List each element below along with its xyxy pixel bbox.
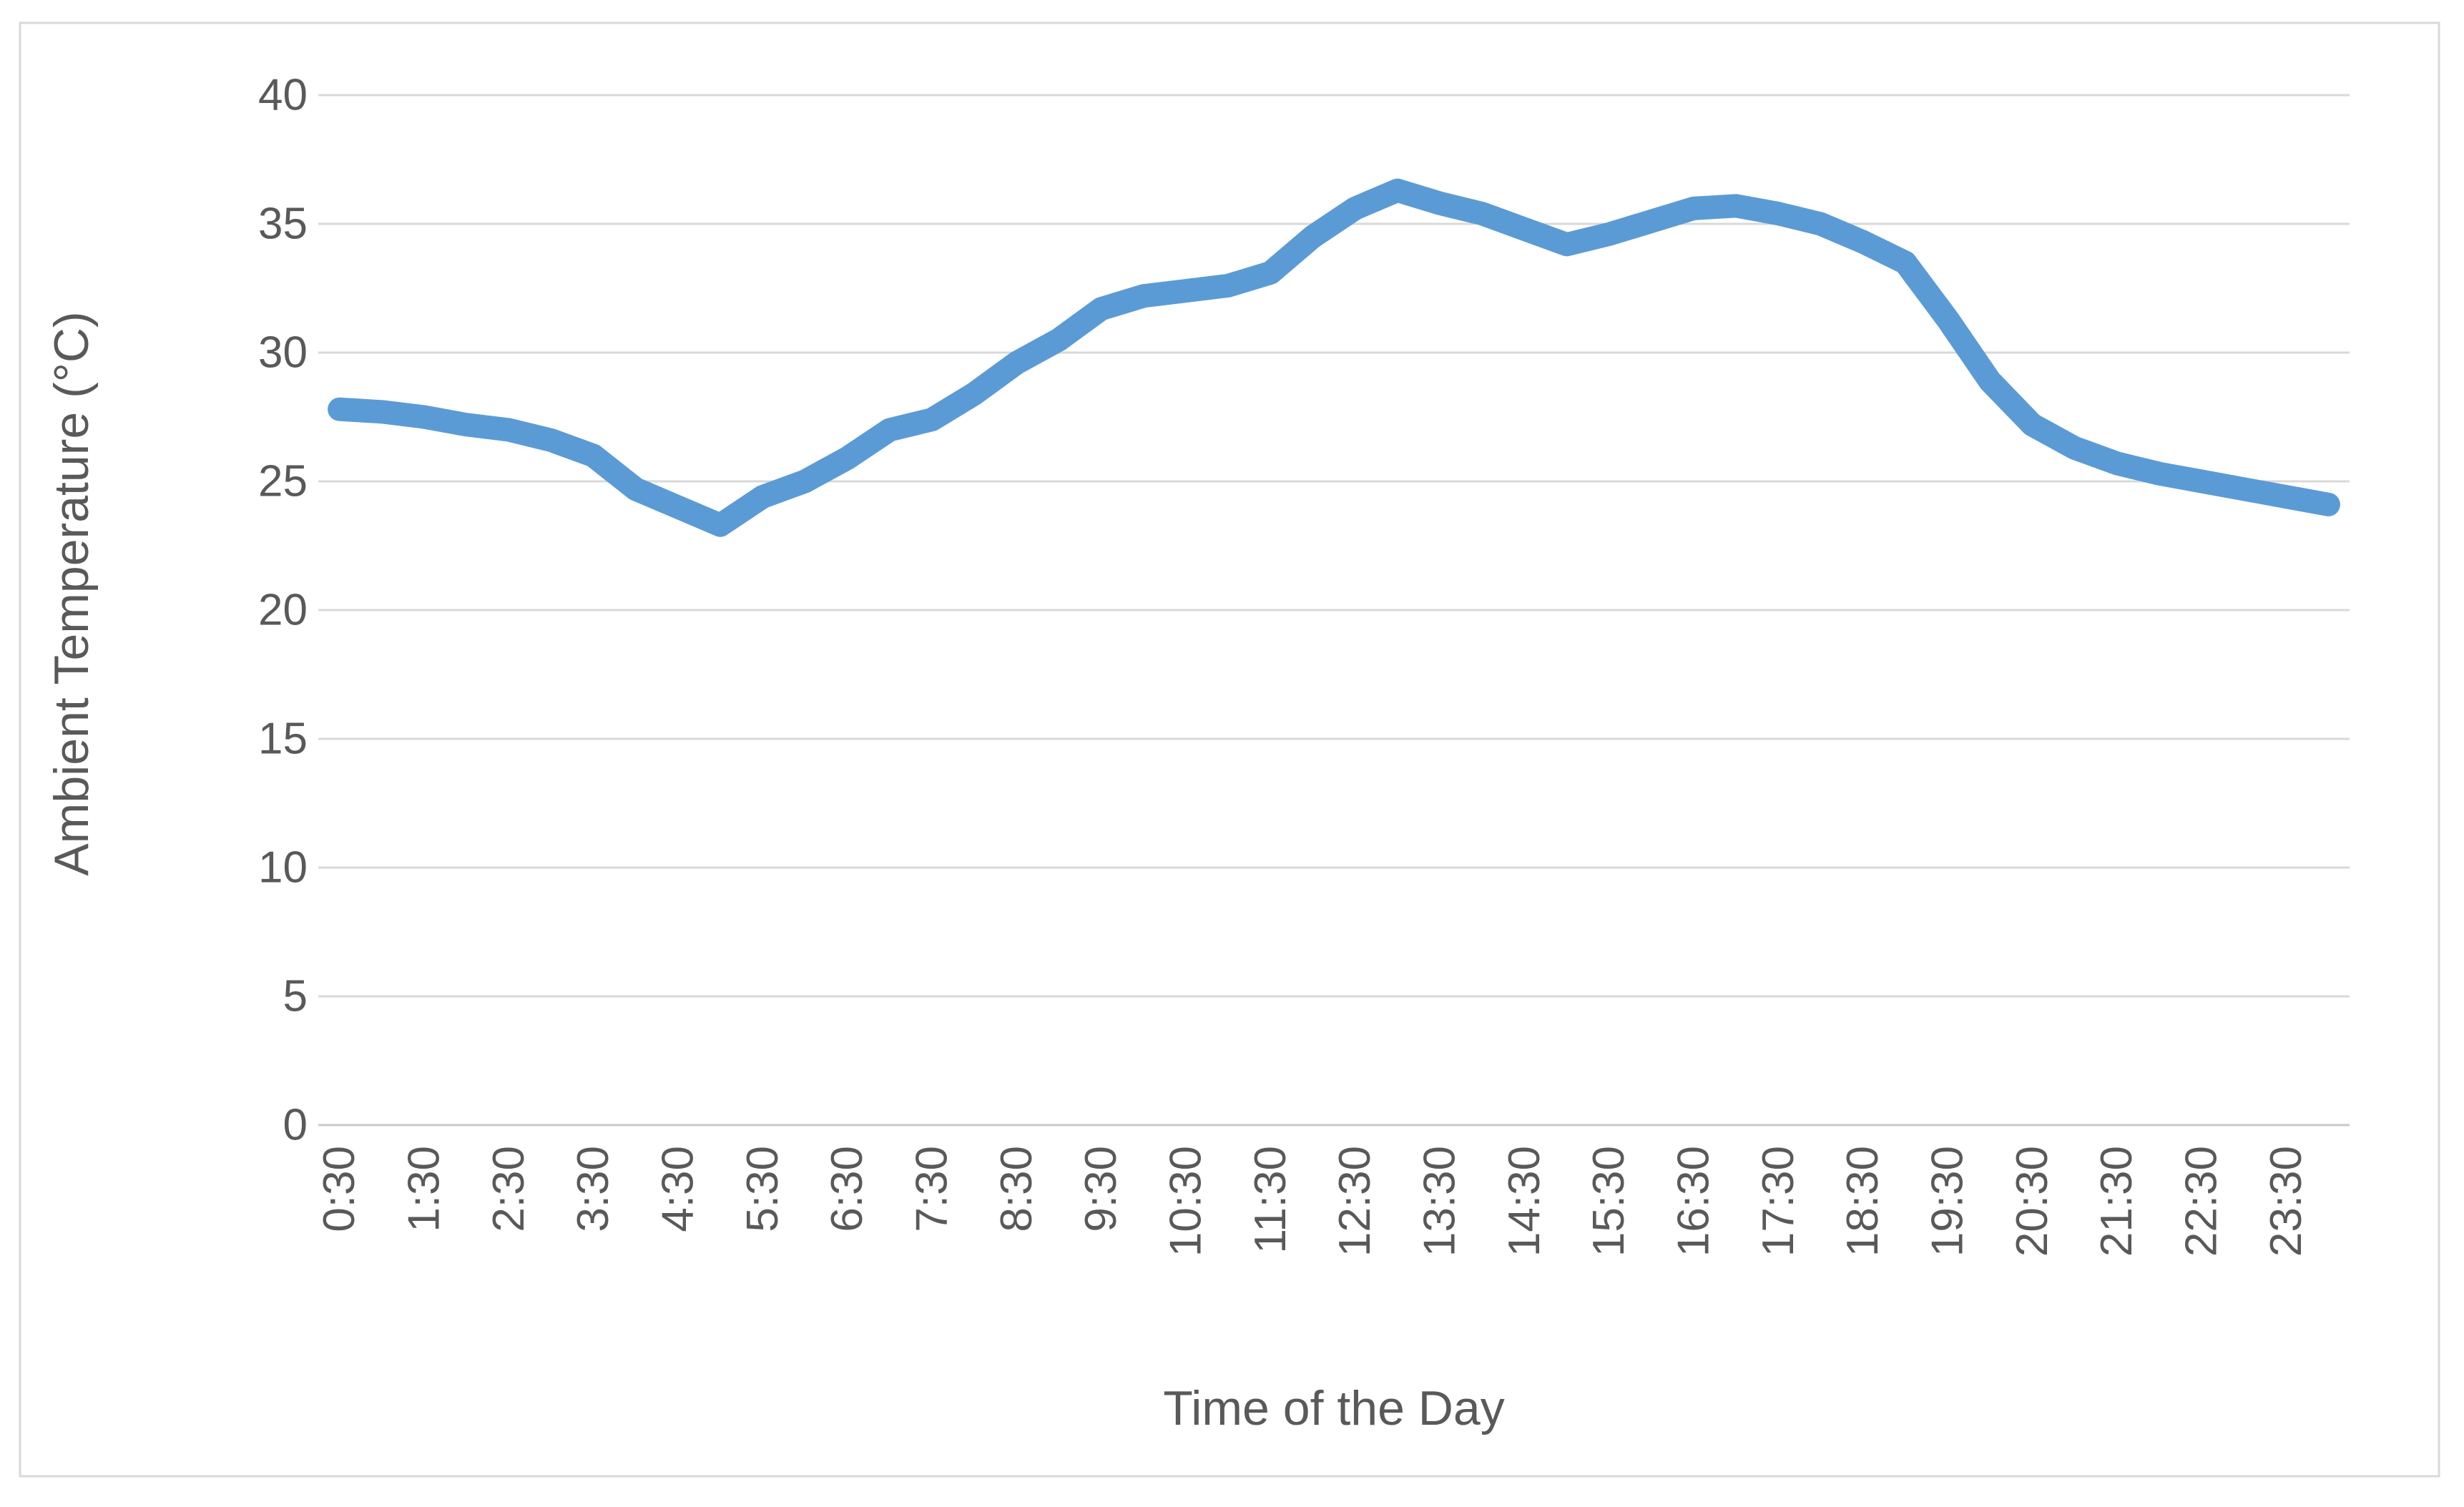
x-tick-label: 18:30 bbox=[1838, 1146, 1888, 1257]
x-tick-label: 12:30 bbox=[1330, 1146, 1380, 1257]
x-tick-label: 20:30 bbox=[2008, 1146, 2057, 1257]
y-tick-label: 20 bbox=[258, 586, 308, 635]
y-tick-label: 30 bbox=[258, 328, 308, 378]
x-tick-label: 19:30 bbox=[1923, 1146, 1972, 1257]
x-tick-label: 3:30 bbox=[569, 1146, 618, 1232]
x-tick-label: 16:30 bbox=[1669, 1146, 1718, 1257]
x-tick-label: 21:30 bbox=[2092, 1146, 2141, 1257]
x-tick-label: 7:30 bbox=[907, 1146, 956, 1232]
x-tick-label: 15:30 bbox=[1584, 1146, 1634, 1257]
x-tick-label: 14:30 bbox=[1500, 1146, 1549, 1257]
x-tick-label: 9:30 bbox=[1076, 1146, 1126, 1232]
x-tick-label: 8:30 bbox=[992, 1146, 1041, 1232]
chart-border bbox=[19, 21, 2440, 1478]
y-tick-label: 5 bbox=[283, 972, 308, 1021]
x-tick-label: 1:30 bbox=[399, 1146, 448, 1232]
x-tick-label: 10:30 bbox=[1161, 1146, 1210, 1257]
x-tick-label: 22:30 bbox=[2176, 1146, 2226, 1257]
y-tick-label: 10 bbox=[258, 843, 308, 893]
x-tick-label: 23:30 bbox=[2262, 1146, 2311, 1257]
y-tick-label: 40 bbox=[258, 71, 308, 120]
x-tick-label: 0:30 bbox=[315, 1146, 364, 1232]
x-tick-label: 17:30 bbox=[1754, 1146, 1803, 1257]
x-tick-label: 6:30 bbox=[823, 1146, 872, 1232]
x-axis-tick-labels: 0:30 1:30 2:30 3:30 4:30 5:30 6:30 7:30 8:30 9:30… bbox=[315, 1146, 2311, 1257]
gridlines bbox=[318, 94, 2350, 1126]
x-tick-label: 4:30 bbox=[653, 1146, 702, 1232]
y-tick-label: 35 bbox=[258, 200, 308, 249]
y-tick-label: 0 bbox=[283, 1101, 308, 1150]
x-tick-label: 2:30 bbox=[484, 1146, 534, 1232]
x-axis-title: Time of the Day bbox=[1163, 1381, 1504, 1435]
y-tick-label: 25 bbox=[258, 457, 308, 506]
x-tick-label: 11:30 bbox=[1246, 1146, 1295, 1254]
x-tick-label: 5:30 bbox=[738, 1146, 787, 1232]
y-axis-title: Ambient Temperature (°C) bbox=[44, 311, 99, 875]
y-axis-tick-labels: 0 5 10 15 20 25 30 35 40 bbox=[258, 71, 308, 1150]
temperature-line bbox=[328, 178, 2340, 537]
x-tick-label: 13:30 bbox=[1415, 1146, 1464, 1257]
series-layer bbox=[328, 178, 2340, 537]
y-tick-label: 15 bbox=[258, 715, 308, 764]
